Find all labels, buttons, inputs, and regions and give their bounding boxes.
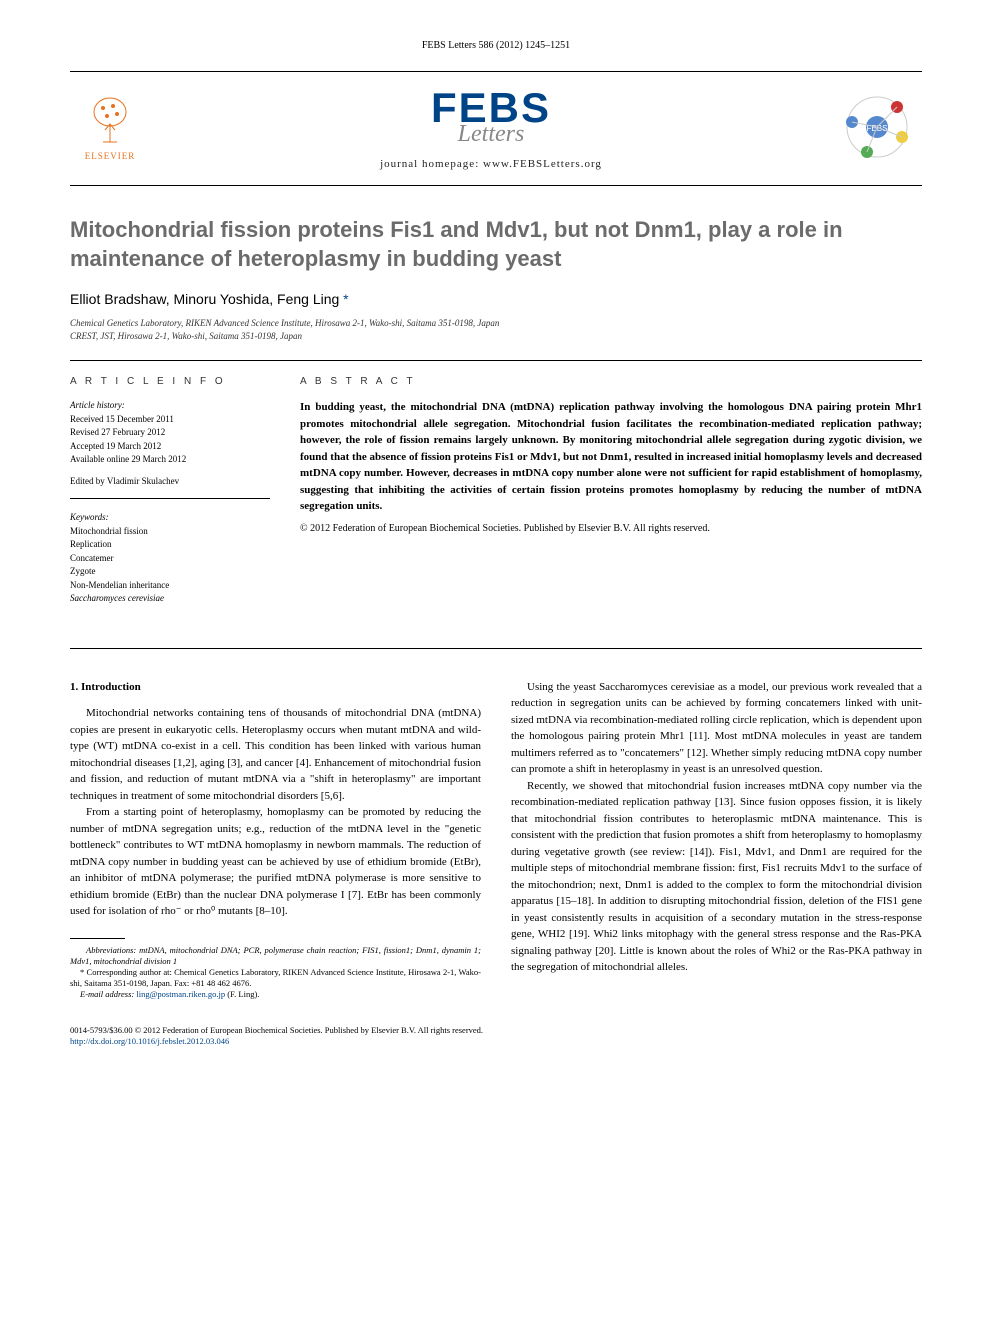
abstract-copyright: © 2012 Federation of European Biochemica…	[300, 523, 922, 534]
febs-circle-badge: FEBS	[842, 92, 912, 166]
affiliations: Chemical Genetics Laboratory, RIKEN Adva…	[70, 317, 922, 342]
footnote-abbrev: Abbreviations: mtDNA, mitochondrial DNA;…	[70, 945, 481, 967]
body-right-column: Using the yeast Saccharomyces cerevisiae…	[511, 679, 922, 1000]
corresponding-mark[interactable]: *	[339, 291, 348, 307]
edited-by: Edited by Vladimir Skulachev	[70, 475, 270, 489]
intro-p2: From a starting point of heteroplasmy, h…	[70, 804, 481, 920]
footnote-corresponding: * Corresponding author at: Chemical Gene…	[70, 967, 481, 989]
footnotes: Abbreviations: mtDNA, mitochondrial DNA;…	[70, 945, 481, 1000]
history-received: Received 15 December 2011	[70, 413, 270, 427]
keywords-label: Keywords:	[70, 511, 270, 525]
article-history: Article history: Received 15 December 20…	[70, 399, 270, 499]
keyword-6: Saccharomyces cerevisiae	[70, 592, 270, 606]
keyword-4: Zygote	[70, 565, 270, 579]
abstract-column: A B S T R A C T In budding yeast, the mi…	[300, 376, 922, 628]
febs-center-logo: FEBS Letters journal homepage: www.FEBSL…	[140, 87, 842, 170]
keyword-3: Concatemer	[70, 552, 270, 566]
keyword-2: Replication	[70, 538, 270, 552]
history-accepted: Accepted 19 March 2012	[70, 440, 270, 454]
abstract-text: In budding yeast, the mitochondrial DNA …	[300, 399, 922, 515]
author-names: Elliot Bradshaw, Minoru Yoshida, Feng Li…	[70, 291, 339, 307]
intro-p3: Using the yeast Saccharomyces cerevisiae…	[511, 679, 922, 778]
footnote-email: E-mail address: ling@postman.riken.go.jp…	[70, 989, 481, 1000]
affiliation-2: CREST, JST, Hirosawa 2-1, Wako-shi, Sait…	[70, 330, 922, 343]
intro-p1: Mitochondrial networks containing tens o…	[70, 705, 481, 804]
febs-letters-text: Letters	[140, 121, 842, 148]
affiliation-1: Chemical Genetics Laboratory, RIKEN Adva…	[70, 317, 922, 330]
page-footer: 0014-5793/$36.00 © 2012 Federation of Eu…	[70, 1025, 922, 1047]
history-label: Article history:	[70, 399, 270, 413]
journal-banner: ELSEVIER FEBS Letters journal homepage: …	[70, 71, 922, 186]
history-online: Available online 29 March 2012	[70, 453, 270, 467]
footnote-separator	[70, 938, 125, 939]
keywords-block: Keywords: Mitochondrial fission Replicat…	[70, 511, 270, 616]
elsevier-label: ELSEVIER	[85, 151, 136, 161]
email-link[interactable]: ling@postman.riken.go.jp	[136, 989, 225, 999]
homepage-link[interactable]: journal homepage: www.FEBSLetters.org	[140, 158, 842, 170]
footer-copyright: 0014-5793/$36.00 © 2012 Federation of Eu…	[70, 1025, 922, 1036]
elsevier-logo[interactable]: ELSEVIER	[80, 94, 140, 164]
doi-link[interactable]: http://dx.doi.org/10.1016/j.febslet.2012…	[70, 1036, 229, 1046]
abstract-heading: A B S T R A C T	[300, 376, 922, 387]
intro-p4: Recently, we showed that mitochondrial f…	[511, 778, 922, 976]
authors: Elliot Bradshaw, Minoru Yoshida, Feng Li…	[70, 291, 922, 307]
keyword-1: Mitochondrial fission	[70, 525, 270, 539]
journal-header: FEBS Letters 586 (2012) 1245–1251	[70, 40, 922, 51]
body-left-column: 1. Introduction Mitochondrial networks c…	[70, 679, 481, 1000]
febs-circle-icon: FEBS	[842, 92, 912, 162]
section-1-heading: 1. Introduction	[70, 679, 481, 696]
elsevier-tree-icon	[83, 94, 138, 149]
history-revised: Revised 27 February 2012	[70, 426, 270, 440]
keyword-5: Non-Mendelian inheritance	[70, 579, 270, 593]
article-info-column: A R T I C L E I N F O Article history: R…	[70, 376, 270, 628]
article-info-heading: A R T I C L E I N F O	[70, 376, 270, 387]
article-title: Mitochondrial fission proteins Fis1 and …	[70, 216, 922, 273]
